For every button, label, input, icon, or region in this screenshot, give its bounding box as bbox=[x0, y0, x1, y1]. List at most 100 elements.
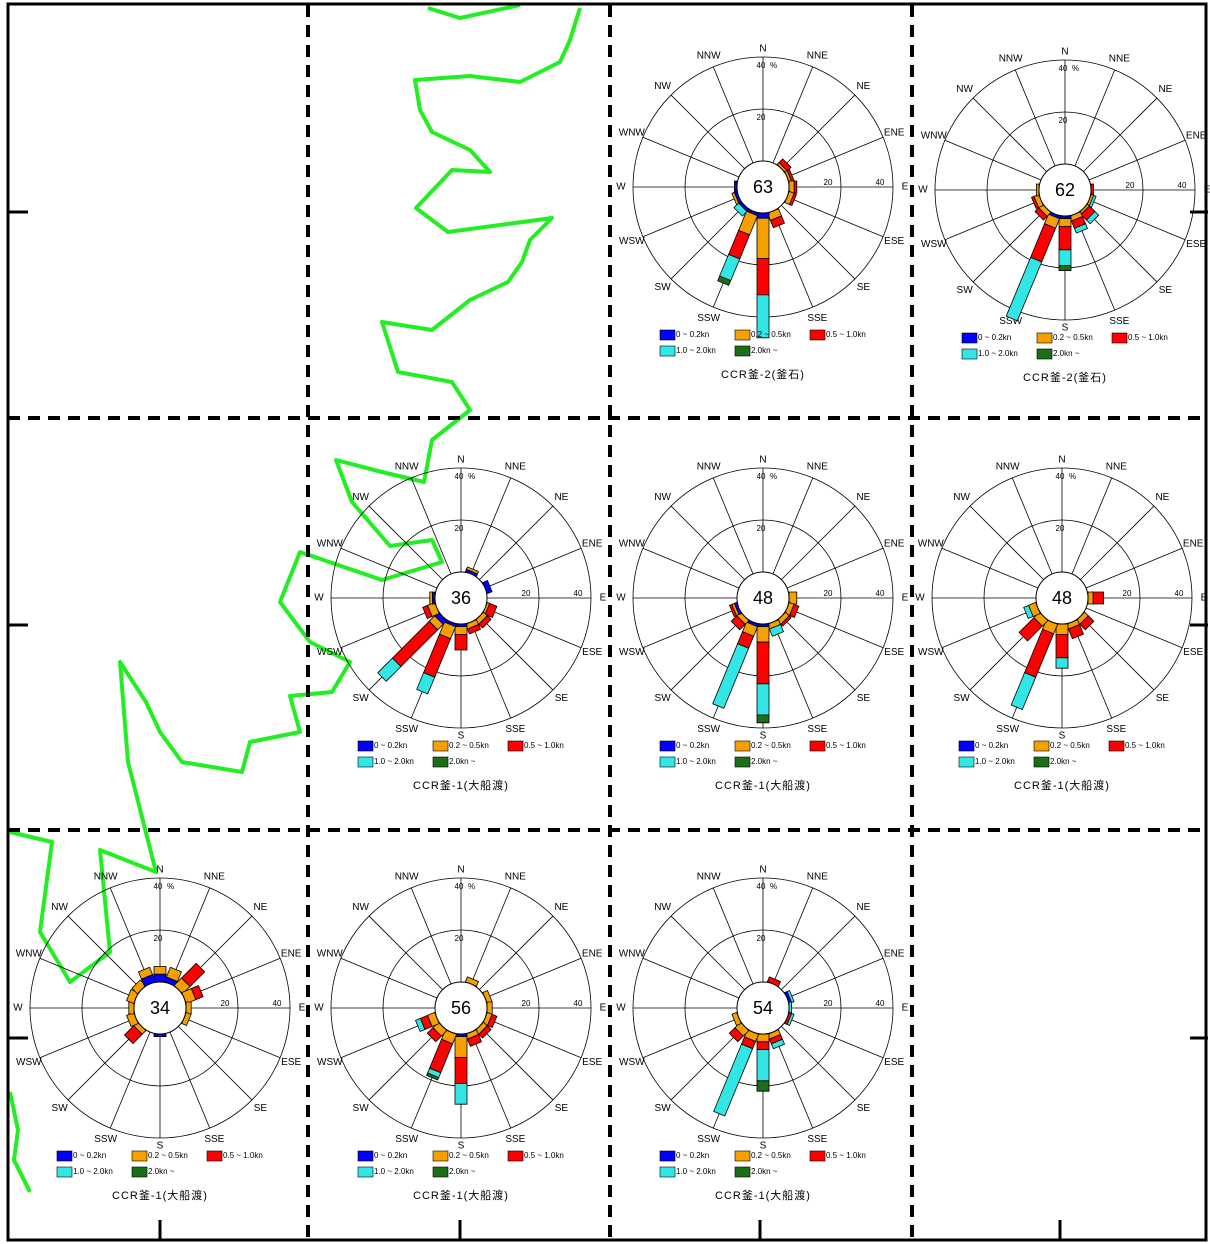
direction-label: NE bbox=[1158, 84, 1172, 95]
spoke bbox=[470, 1031, 512, 1129]
direction-label: NNE bbox=[807, 461, 828, 472]
legend-label: 0 ~ 0.2kn bbox=[374, 741, 407, 750]
spoke bbox=[670, 915, 745, 990]
direction-label: NW bbox=[953, 492, 970, 503]
spoke bbox=[479, 616, 554, 691]
r-tick-label: 40 bbox=[1178, 181, 1187, 190]
legend-label: 0.2 ~ 0.5kn bbox=[751, 1151, 791, 1160]
spoke bbox=[109, 1031, 151, 1129]
legend-label: 1.0 ~ 2.0kn bbox=[975, 757, 1015, 766]
legend-swatch bbox=[1033, 740, 1050, 752]
rose-segment bbox=[1087, 591, 1094, 605]
spoke bbox=[781, 915, 856, 990]
spoke bbox=[470, 887, 512, 985]
direction-label: W bbox=[616, 182, 626, 193]
direction-label: S bbox=[1059, 731, 1066, 742]
rose-segment bbox=[793, 180, 798, 194]
legend-swatch bbox=[357, 1150, 374, 1162]
spoke bbox=[969, 505, 1044, 580]
rose-segment bbox=[717, 275, 732, 286]
spoke bbox=[1088, 139, 1186, 181]
direction-label: SSE bbox=[204, 1134, 224, 1145]
center-circle bbox=[434, 571, 488, 625]
direction-label: NW bbox=[654, 492, 671, 503]
r-unit: % bbox=[770, 61, 777, 70]
direction-label: WSW bbox=[317, 647, 343, 658]
spoke bbox=[1085, 547, 1183, 589]
rose-segment bbox=[454, 634, 468, 651]
spoke bbox=[169, 1031, 211, 1129]
spoke bbox=[642, 1017, 740, 1059]
spoke bbox=[670, 1026, 745, 1101]
legend-label: 0.5 ~ 1.0kn bbox=[826, 1151, 866, 1160]
spoke bbox=[781, 205, 856, 280]
spoke bbox=[1074, 69, 1116, 167]
r-tick-label: 40 bbox=[876, 589, 885, 598]
direction-label: WNW bbox=[16, 948, 43, 959]
direction-label: NE bbox=[856, 492, 870, 503]
direction-label: SW bbox=[957, 285, 974, 296]
direction-label: NE bbox=[856, 902, 870, 913]
legend-swatch bbox=[958, 740, 975, 752]
rose-segment bbox=[788, 591, 798, 605]
direction-label: S bbox=[760, 1141, 767, 1152]
legend-swatch bbox=[734, 329, 751, 341]
direction-label: WSW bbox=[619, 236, 645, 247]
direction-label: SE bbox=[555, 693, 569, 704]
direction-label: SSE bbox=[1109, 316, 1129, 327]
spoke bbox=[781, 94, 856, 169]
rose-segment bbox=[426, 1072, 440, 1081]
direction-label: ESE bbox=[1183, 647, 1203, 658]
r-tick-label: 40 bbox=[455, 472, 464, 481]
center-label: 34 bbox=[150, 998, 170, 1018]
r-unit: % bbox=[1072, 64, 1079, 73]
direction-label: E bbox=[902, 1003, 909, 1014]
direction-label: NNW bbox=[697, 461, 721, 472]
r-unit: % bbox=[770, 882, 777, 891]
rose-segment bbox=[1058, 225, 1072, 251]
chart-title: CCR釜-1(大船渡) bbox=[413, 1188, 509, 1202]
direction-label: S bbox=[458, 731, 465, 742]
direction-label: SE bbox=[857, 693, 871, 704]
rose-segment bbox=[1055, 634, 1069, 659]
r-tick-label: 40 bbox=[1175, 589, 1184, 598]
direction-label: ESE bbox=[1186, 239, 1206, 250]
legend-swatch bbox=[659, 345, 676, 357]
legend-label: 0.2 ~ 0.5kn bbox=[1053, 333, 1093, 342]
direction-label: WNW bbox=[918, 538, 945, 549]
center-label: 56 bbox=[451, 998, 471, 1018]
direction-label: N bbox=[759, 865, 766, 876]
legend-swatch bbox=[1033, 756, 1050, 768]
r-tick-label: 40 bbox=[757, 472, 766, 481]
direction-label: SSW bbox=[697, 724, 720, 735]
legend-swatch bbox=[432, 1150, 449, 1162]
r-tick-label: 20 bbox=[824, 589, 833, 598]
direction-label: SSE bbox=[807, 313, 827, 324]
rose-segment bbox=[756, 1041, 770, 1050]
legend-label: 2.0kn ~ bbox=[449, 1167, 476, 1176]
direction-label: SW bbox=[655, 693, 672, 704]
legend-label: 0.5 ~ 1.0kn bbox=[524, 1151, 564, 1160]
rose-segment bbox=[756, 641, 770, 685]
direction-label: WSW bbox=[16, 1057, 42, 1068]
chart-title: CCR釜-1(大船渡) bbox=[715, 1188, 811, 1202]
center-label: 63 bbox=[753, 177, 773, 197]
direction-label: NNW bbox=[996, 461, 1020, 472]
r-tick-label: 40 bbox=[154, 882, 163, 891]
direction-label: ENE bbox=[582, 948, 603, 959]
legend-swatch bbox=[507, 1150, 524, 1162]
rose-segment bbox=[454, 626, 468, 635]
rose-chart: N NNE NE ENE E ESE SE SSE S SSW SW WSW W WNW NW NNW 20 20… bbox=[616, 455, 908, 792]
r-tick-label: 20 bbox=[824, 178, 833, 187]
legend-swatch bbox=[131, 1166, 148, 1178]
rose-segment bbox=[1092, 591, 1104, 605]
rose-segment bbox=[756, 1033, 770, 1043]
legend-swatch bbox=[809, 740, 826, 752]
rose-segment bbox=[756, 683, 770, 716]
r-tick-label: 40 bbox=[455, 882, 464, 891]
direction-label: E bbox=[902, 182, 909, 193]
r-tick-label: 40 bbox=[757, 882, 766, 891]
spoke bbox=[670, 616, 745, 691]
spoke bbox=[479, 1026, 554, 1101]
spoke bbox=[772, 66, 814, 164]
